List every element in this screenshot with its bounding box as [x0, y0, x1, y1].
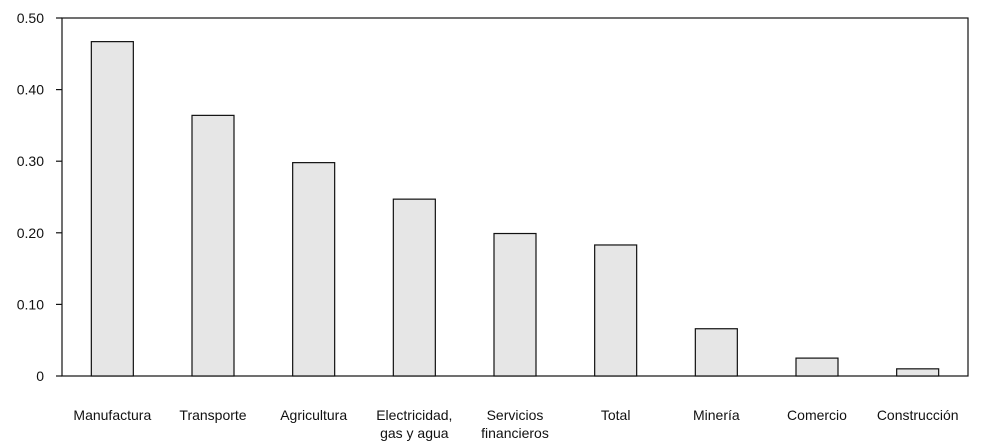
- x-category-label: Electricidad,: [376, 407, 452, 423]
- bar: [90, 41, 134, 377]
- x-axis-labels: Manufactura Transporte Agricultura Electric…: [73, 407, 958, 441]
- x-category-label: Transporte: [179, 407, 246, 423]
- bar: [896, 368, 940, 377]
- y-tick-label: 0: [36, 368, 44, 384]
- bars: [90, 41, 940, 377]
- bar: [493, 232, 537, 377]
- x-category-label: Agricultura: [280, 407, 347, 423]
- x-category-label: Servicios: [487, 407, 544, 423]
- y-tick-label: 0.20: [17, 225, 44, 241]
- bar: [191, 114, 235, 377]
- bar: [795, 357, 839, 377]
- x-category-label: financieros: [481, 425, 549, 441]
- x-category-label: Minería: [693, 407, 740, 423]
- y-tick-label: 0.50: [17, 10, 44, 26]
- bar: [292, 162, 336, 377]
- x-category-label: Total: [601, 407, 631, 423]
- y-tick-label: 0.30: [17, 153, 44, 169]
- bar: [594, 244, 638, 377]
- y-tick-label: 0.10: [17, 296, 44, 312]
- y-axis: 0 0.10 0.20 0.30 0.40 0.50: [17, 10, 62, 384]
- bar: [392, 198, 436, 377]
- x-category-label: gas y agua: [380, 425, 449, 441]
- x-category-label: Manufactura: [73, 407, 151, 423]
- y-tick-label: 0.40: [17, 82, 44, 98]
- x-category-label: Comercio: [787, 407, 847, 423]
- x-category-label: Construcción: [877, 407, 959, 423]
- bar: [694, 328, 738, 377]
